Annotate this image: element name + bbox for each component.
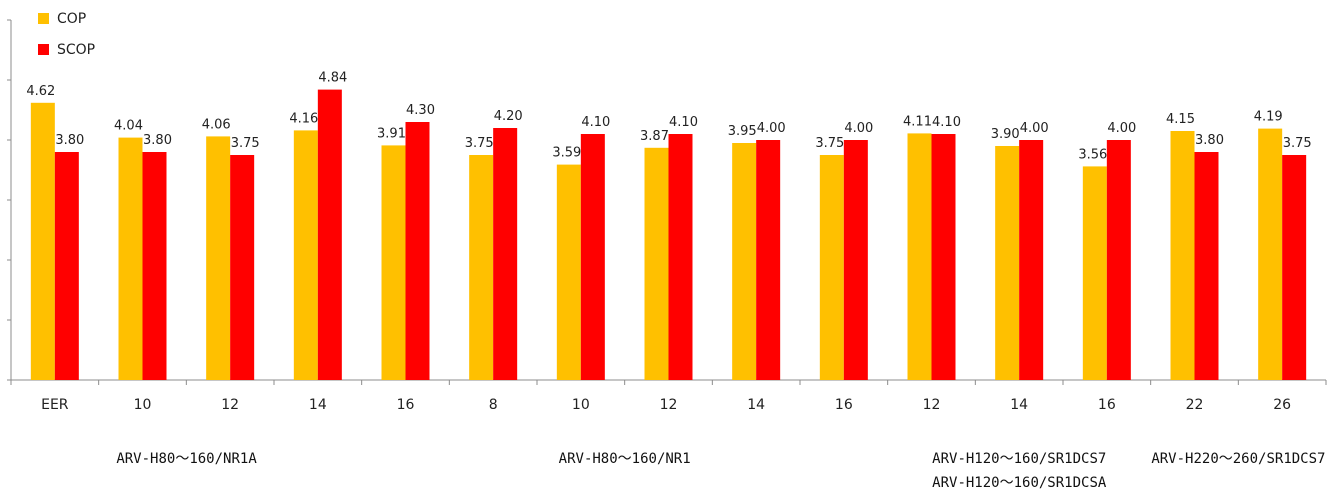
bar-scop-12	[1106, 140, 1131, 380]
data-label-cop-0: 4.62	[26, 84, 55, 99]
bar-cop-3	[293, 130, 318, 380]
bar-scop-8	[756, 140, 781, 380]
data-label-cop-1: 4.04	[114, 119, 143, 134]
data-label-scop-8: 4.00	[757, 121, 786, 136]
data-label-scop-6: 4.10	[581, 115, 610, 130]
data-label-scop-10: 4.10	[932, 115, 961, 130]
x-tick-label: 10	[134, 397, 152, 413]
data-label-cop-11: 3.90	[991, 127, 1020, 142]
bar-scop-6	[580, 134, 605, 380]
data-label-scop-9: 4.00	[844, 121, 873, 136]
group-label: ARV-H120～160/SR1DCSA	[932, 475, 1107, 491]
group-label: ARV-H120～160/SR1DCS7	[932, 451, 1107, 467]
bar-scop-10	[931, 134, 956, 380]
data-label-cop-4: 3.91	[377, 126, 406, 141]
group-label: ARV-H80～160/NR1	[558, 451, 691, 467]
data-label-cop-14: 4.19	[1254, 110, 1283, 125]
x-tick-label: EER	[41, 397, 69, 413]
data-label-cop-7: 3.87	[640, 129, 669, 144]
data-label-scop-14: 3.75	[1283, 136, 1312, 151]
x-tick-label: 14	[1010, 397, 1028, 413]
x-tick-label: 14	[309, 397, 327, 413]
bar-scop-13	[1194, 152, 1219, 380]
data-label-scop-4: 4.30	[406, 103, 435, 118]
bar-scop-1	[142, 152, 167, 380]
data-label-scop-13: 3.80	[1195, 133, 1224, 148]
data-label-cop-12: 3.56	[1078, 147, 1107, 162]
group-label: ARV-H80～160/NR1A	[116, 451, 257, 467]
bar-cop-4	[381, 145, 406, 380]
bar-scop-9	[843, 140, 868, 380]
bar-scop-11	[1019, 140, 1044, 380]
bar-scop-5	[493, 128, 518, 380]
bar-scop-4	[405, 122, 430, 380]
data-label-cop-9: 3.75	[815, 136, 844, 151]
data-label-scop-11: 4.00	[1020, 121, 1049, 136]
x-tick-label: 8	[489, 397, 498, 413]
bar-cop-5	[469, 155, 494, 380]
bar-scop-3	[317, 89, 342, 380]
data-label-cop-3: 4.16	[289, 111, 318, 126]
data-label-cop-2: 4.06	[202, 117, 231, 132]
bar-cop-12	[1082, 166, 1107, 380]
bar-scop-7	[668, 134, 693, 380]
bar-scop-0	[54, 152, 79, 380]
data-label-scop-1: 3.80	[143, 133, 172, 148]
data-label-cop-6: 3.59	[552, 146, 581, 161]
data-label-scop-5: 4.20	[494, 109, 523, 124]
legend-swatch-scop	[38, 44, 49, 55]
data-label-cop-8: 3.95	[728, 124, 757, 139]
bar-cop-6	[556, 164, 581, 380]
legend-swatch-cop	[38, 13, 49, 24]
data-label-cop-10: 4.11	[903, 114, 932, 129]
x-tick-label: 12	[923, 397, 941, 413]
x-tick-label: 12	[660, 397, 678, 413]
bar-cop-8	[732, 143, 757, 380]
data-label-cop-13: 4.15	[1166, 112, 1195, 127]
data-label-scop-0: 3.80	[55, 133, 84, 148]
group-label: ARV-H220～260/SR1DCS7	[1151, 451, 1326, 467]
x-tick-label: 10	[572, 397, 590, 413]
data-label-cop-5: 3.75	[465, 136, 494, 151]
x-tick-label: 16	[835, 397, 853, 413]
x-tick-label: 16	[1098, 397, 1116, 413]
bar-cop-10	[907, 133, 932, 380]
bar-cop-14	[1258, 128, 1283, 380]
bar-cop-7	[644, 147, 669, 380]
bar-cop-0	[30, 102, 55, 381]
bar-cop-9	[819, 155, 844, 380]
x-tick-label: 14	[747, 397, 765, 413]
x-tick-label: 16	[397, 397, 415, 413]
bar-cop-1	[118, 137, 143, 380]
x-tick-label: 22	[1186, 397, 1204, 413]
legend-label-scop: SCOP	[57, 42, 95, 58]
bar-cop-13	[1170, 131, 1195, 380]
x-tick-label: 12	[221, 397, 239, 413]
data-label-scop-7: 4.10	[669, 115, 698, 130]
bar-scop-2	[230, 155, 255, 380]
bar-cop-11	[995, 146, 1020, 380]
bar-cop-2	[206, 136, 231, 380]
data-label-scop-2: 3.75	[231, 136, 260, 151]
data-label-scop-3: 4.84	[318, 71, 347, 86]
legend-label-cop: COP	[57, 11, 86, 27]
bar-scop-14	[1282, 155, 1307, 380]
data-label-scop-12: 4.00	[1107, 121, 1136, 136]
x-tick-label: 26	[1273, 397, 1291, 413]
